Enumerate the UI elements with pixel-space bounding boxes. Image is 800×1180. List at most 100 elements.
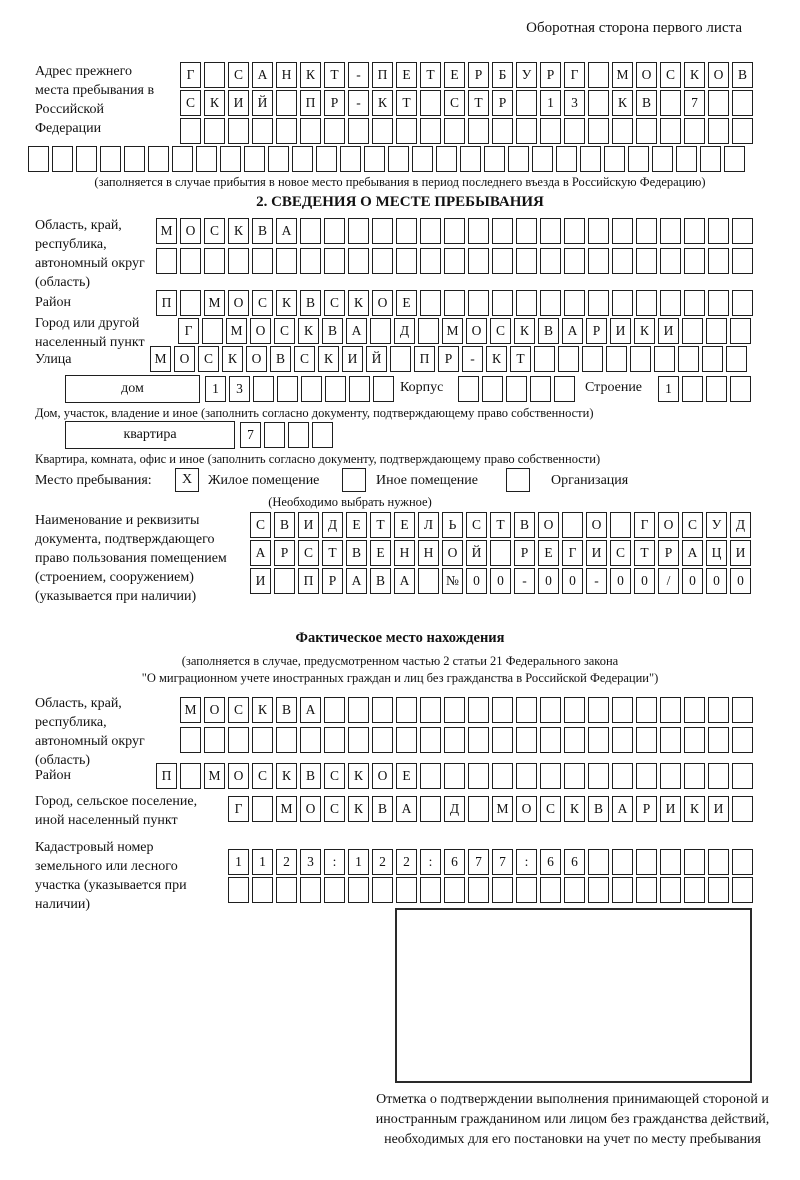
char-box[interactable] (444, 248, 465, 274)
char-box[interactable] (468, 796, 489, 822)
char-box[interactable] (684, 763, 705, 789)
char-box[interactable] (588, 62, 609, 88)
char-box[interactable] (636, 877, 657, 903)
char-box[interactable] (708, 218, 729, 244)
char-box[interactable] (684, 290, 705, 316)
char-box[interactable]: С (252, 290, 273, 316)
char-box[interactable] (420, 727, 441, 753)
char-box[interactable] (730, 318, 751, 344)
char-box[interactable] (276, 248, 297, 274)
char-box[interactable]: К (348, 796, 369, 822)
char-box[interactable]: К (348, 290, 369, 316)
char-box[interactable] (636, 849, 657, 875)
char-box[interactable] (252, 248, 273, 274)
char-box[interactable] (348, 877, 369, 903)
char-box[interactable]: Й (252, 90, 273, 116)
char-box[interactable] (540, 697, 561, 723)
char-box[interactable] (732, 248, 753, 274)
char-box[interactable]: Д (730, 512, 751, 538)
char-box[interactable] (228, 248, 249, 274)
char-box[interactable] (276, 118, 297, 144)
char-box[interactable] (540, 290, 561, 316)
char-box[interactable]: О (250, 318, 271, 344)
char-box[interactable] (220, 146, 241, 172)
char-box[interactable]: С (204, 218, 225, 244)
char-box[interactable]: К (298, 318, 319, 344)
char-box[interactable] (682, 376, 703, 402)
char-box[interactable]: Г (562, 540, 583, 566)
char-box[interactable]: Т (420, 62, 441, 88)
char-box[interactable]: В (300, 290, 321, 316)
char-box[interactable] (732, 849, 753, 875)
char-box[interactable] (604, 146, 625, 172)
char-box[interactable] (252, 796, 273, 822)
char-box[interactable] (660, 290, 681, 316)
char-box[interactable]: В (270, 346, 291, 372)
char-box[interactable]: 1 (252, 849, 273, 875)
char-box[interactable] (532, 146, 553, 172)
char-box[interactable]: И (586, 540, 607, 566)
char-box[interactable] (444, 218, 465, 244)
char-box[interactable] (612, 248, 633, 274)
char-box[interactable]: Т (324, 62, 345, 88)
char-box[interactable]: Н (418, 540, 439, 566)
char-box[interactable] (52, 146, 73, 172)
char-box[interactable]: И (610, 318, 631, 344)
char-box[interactable]: Т (396, 90, 417, 116)
char-box[interactable]: И (342, 346, 363, 372)
char-box[interactable]: П (298, 568, 319, 594)
char-box[interactable] (372, 118, 393, 144)
char-box[interactable] (540, 118, 561, 144)
char-box[interactable] (180, 290, 201, 316)
char-box[interactable]: 3 (229, 376, 250, 402)
char-box[interactable] (562, 512, 583, 538)
char-box[interactable]: М (204, 290, 225, 316)
char-box[interactable] (516, 763, 537, 789)
char-box[interactable]: Р (274, 540, 295, 566)
char-box[interactable] (372, 248, 393, 274)
char-box[interactable]: М (156, 218, 177, 244)
char-box[interactable] (732, 796, 753, 822)
char-box[interactable] (564, 218, 585, 244)
char-box[interactable]: 1 (540, 90, 561, 116)
char-box[interactable]: М (612, 62, 633, 88)
char-box[interactable]: Л (418, 512, 439, 538)
char-box[interactable]: С (252, 763, 273, 789)
char-box[interactable] (612, 849, 633, 875)
char-box[interactable] (588, 218, 609, 244)
char-box[interactable]: 7 (492, 849, 513, 875)
char-box[interactable]: 0 (682, 568, 703, 594)
char-box[interactable] (292, 146, 313, 172)
char-box[interactable]: О (372, 763, 393, 789)
char-box[interactable] (732, 763, 753, 789)
char-box[interactable]: Р (586, 318, 607, 344)
char-box[interactable] (516, 90, 537, 116)
checkbox-inoe[interactable] (342, 468, 366, 492)
char-box[interactable]: В (538, 318, 559, 344)
char-box[interactable] (396, 727, 417, 753)
char-box[interactable] (682, 318, 703, 344)
char-box[interactable] (708, 248, 729, 274)
char-box[interactable] (276, 727, 297, 753)
char-box[interactable]: А (346, 318, 367, 344)
char-box[interactable] (492, 218, 513, 244)
char-box[interactable] (564, 727, 585, 753)
char-box[interactable]: У (706, 512, 727, 538)
char-box[interactable] (732, 218, 753, 244)
char-box[interactable] (228, 877, 249, 903)
char-box[interactable]: О (174, 346, 195, 372)
char-box[interactable] (274, 568, 295, 594)
char-box[interactable]: 0 (538, 568, 559, 594)
char-box[interactable]: № (442, 568, 463, 594)
char-box[interactable]: Н (276, 62, 297, 88)
char-box[interactable]: 3 (300, 849, 321, 875)
char-box[interactable] (420, 877, 441, 903)
char-box[interactable] (636, 697, 657, 723)
char-box[interactable] (588, 849, 609, 875)
char-box[interactable]: 0 (490, 568, 511, 594)
char-box[interactable] (458, 376, 479, 402)
char-box[interactable]: А (346, 568, 367, 594)
char-box[interactable]: Й (466, 540, 487, 566)
char-box[interactable] (636, 290, 657, 316)
char-box[interactable] (636, 218, 657, 244)
